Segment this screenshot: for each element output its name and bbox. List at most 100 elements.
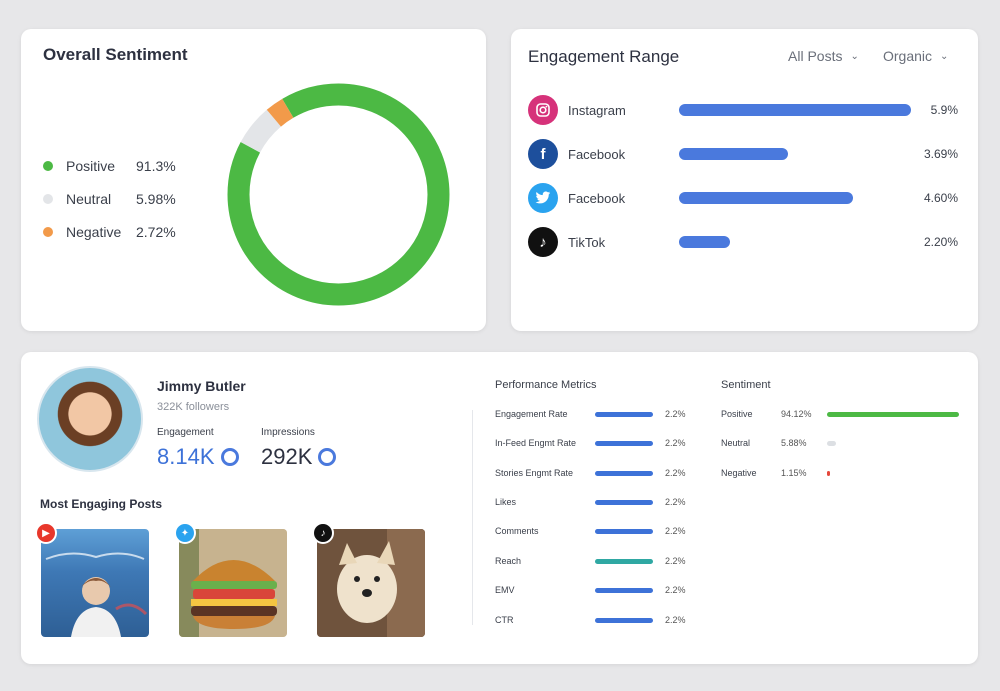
instagram-icon [528, 95, 558, 125]
metric-track [595, 470, 653, 476]
metric-row: CTR 2.2% [495, 613, 695, 627]
legend-item-neutral: Neutral 5.98% [43, 182, 176, 215]
metric-track [595, 440, 653, 446]
sentiment-row-neutral: Neutral 5.88% [721, 436, 961, 450]
engagement-kpi-label: Engagement [157, 427, 214, 438]
youtube-icon: ▶ [35, 522, 57, 544]
burger-image [179, 529, 287, 637]
sentiment-track [827, 470, 959, 476]
sentiment-track [827, 411, 959, 417]
neutral-dot [43, 193, 53, 204]
post-thumbnail-tiktok[interactable] [317, 529, 425, 637]
legend-value: 91.3% [136, 157, 176, 174]
engagement-value: 2.20% [923, 235, 958, 249]
metric-row: Reach 2.2% [495, 554, 695, 568]
engagement-row-facebook: f Facebook 3.69% [528, 139, 958, 169]
sentiment-bar [827, 440, 837, 446]
donut-segment-positive [227, 83, 450, 306]
engagement-value: 3.69% [923, 147, 958, 161]
metric-label: Engagement Rate [495, 409, 568, 419]
sentiment-value: 1.15% [781, 468, 807, 478]
impressions-kpi-value: 292K [261, 444, 313, 469]
legend-label: Neutral [66, 190, 112, 207]
metric-track [595, 558, 653, 564]
overall-sentiment-card: Overall Sentiment Positive 91.3% Neutral… [21, 29, 486, 331]
legend-label: Negative [66, 223, 122, 240]
metric-value: 2.2% [665, 556, 686, 566]
engagement-track [679, 236, 911, 248]
engagement-range-card: Engagement Range All Posts ⌄ Organic ⌄ I… [511, 29, 978, 331]
platform-name: TikTok [568, 234, 606, 250]
engagement-track [679, 104, 911, 116]
sentiment-label: Neutral [721, 438, 751, 448]
tiktok-icon: ♪ [528, 227, 558, 257]
metric-label: EMV [495, 585, 515, 595]
legend-value: 2.72% [136, 223, 176, 240]
metric-row: Likes 2.2% [495, 495, 695, 509]
twitter-icon: ✦ [174, 522, 196, 544]
engagement-row-instagram: Instagram 5.9% [528, 95, 958, 125]
metric-value: 2.2% [665, 615, 686, 625]
album-art-image [45, 552, 148, 637]
negative-dot [43, 226, 53, 237]
post-thumbnail-youtube[interactable] [41, 529, 149, 637]
metric-bar [595, 470, 653, 476]
platform-name: Facebook [568, 190, 626, 206]
engagement-title: Engagement Range [528, 47, 680, 66]
engagement-bar [679, 104, 911, 116]
sentiment-label: Negative [721, 468, 757, 478]
profile-name[interactable]: Jimmy Butler [157, 378, 246, 394]
sentiment-track [827, 440, 959, 446]
metric-track [595, 587, 653, 593]
metric-row: EMV 2.2% [495, 583, 695, 597]
metric-value: 2.2% [665, 468, 686, 478]
metric-label: CTR [495, 615, 514, 625]
organic-dropdown[interactable]: Organic ⌄ [883, 48, 948, 64]
dropdown-label: Organic [883, 48, 933, 64]
sentiment-title: Overall Sentiment [43, 45, 188, 64]
sentiment-bar [827, 411, 959, 417]
platform-name: Instagram [568, 102, 626, 118]
sentiment-donut-chart [227, 83, 450, 306]
engagement-kpi-value: 8.14K [157, 444, 215, 469]
engagement-bar [679, 148, 789, 160]
sentiment-row-positive: Positive 94.12% [721, 407, 961, 421]
ring-icon [318, 448, 337, 466]
facebook-icon: f [528, 139, 558, 169]
metric-track [595, 617, 653, 623]
metric-bar [595, 558, 653, 564]
metric-row: Stories Engmt Rate 2.2% [495, 466, 695, 480]
engagement-track [679, 148, 911, 160]
metric-row: Engagement Rate 2.2% [495, 407, 695, 421]
avatar[interactable] [37, 366, 143, 472]
twitter-icon [528, 183, 558, 213]
engagement-bar [679, 236, 731, 248]
impressions-kpi: 292K [261, 444, 337, 470]
sentiment-legend: Positive 91.3% Neutral 5.98% Negative 2.… [43, 149, 176, 248]
engagement-row-tiktok: ♪ TikTok 2.20% [528, 227, 958, 257]
engagement-bar [679, 192, 853, 204]
metric-label: Comments [495, 526, 539, 536]
legend-value: 5.98% [136, 190, 176, 207]
metric-label: Stories Engmt Rate [495, 468, 574, 478]
engagement-kpi: 8.14K [157, 444, 239, 470]
sentiment-section-title: Sentiment [721, 379, 771, 391]
metric-value: 2.2% [665, 526, 686, 536]
engagement-row-twitter: Facebook 4.60% [528, 183, 958, 213]
legend-label: Positive [66, 157, 116, 174]
metric-value: 2.2% [665, 585, 686, 595]
chevron-down-icon: ⌄ [940, 50, 949, 62]
impressions-kpi-label: Impressions [261, 427, 315, 438]
post-thumbnail-twitter[interactable] [179, 529, 287, 637]
metric-row: Comments 2.2% [495, 524, 695, 538]
performance-metrics-title: Performance Metrics [495, 379, 597, 391]
followers-count: 322K followers [157, 401, 230, 413]
engagement-value: 5.9% [930, 103, 958, 117]
divider [472, 410, 473, 625]
metric-bar [595, 617, 653, 623]
metric-track [595, 528, 653, 534]
metric-value: 2.2% [665, 438, 686, 448]
platform-name: Facebook [568, 146, 626, 162]
metric-value: 2.2% [665, 497, 686, 507]
all-posts-dropdown[interactable]: All Posts ⌄ [788, 48, 859, 64]
